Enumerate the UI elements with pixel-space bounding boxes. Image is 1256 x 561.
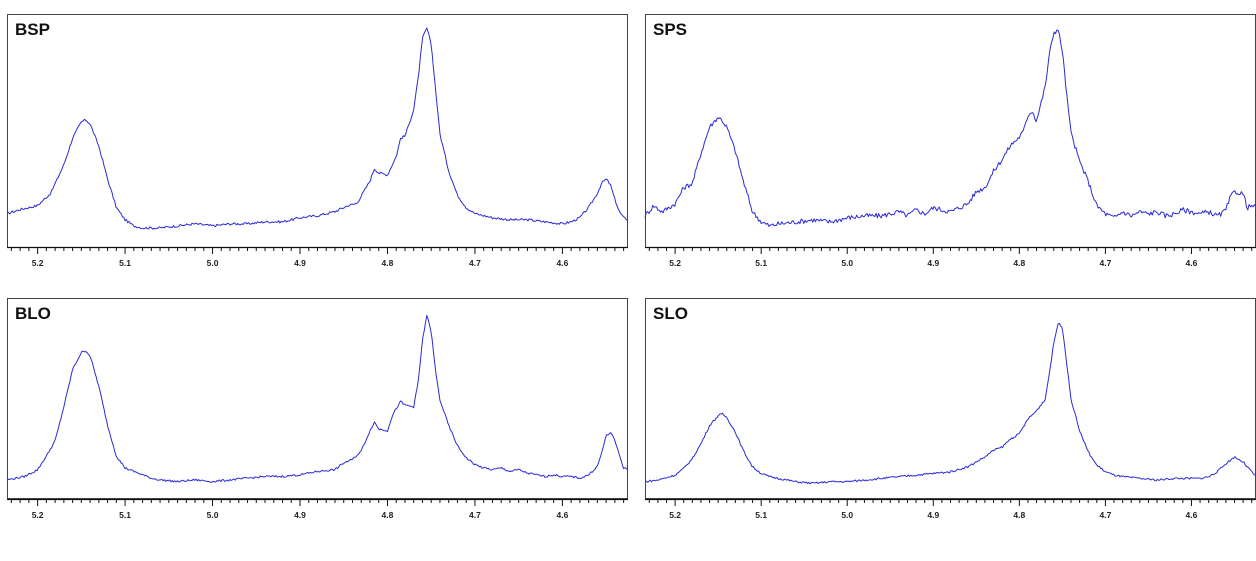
spectrum-line-bsp: [6, 27, 628, 230]
panel-label: BLO: [15, 304, 51, 323]
x-tick-label: 5.0: [841, 258, 853, 268]
x-tick-label: 5.1: [755, 258, 767, 268]
x-tick-label: 4.6: [556, 258, 568, 268]
x-tick-label: 5.2: [32, 258, 44, 268]
x-tick-label: 5.0: [207, 510, 219, 520]
x-tick-label: 4.9: [294, 258, 306, 268]
panel-label: SPS: [653, 20, 687, 39]
x-tick-label: 4.8: [382, 510, 394, 520]
x-tick-label: 4.9: [927, 258, 939, 268]
x-tick-label: 4.8: [382, 258, 394, 268]
panel-label: BSP: [15, 20, 50, 39]
x-tick-label: 4.6: [556, 510, 568, 520]
x-tick-label: 4.9: [927, 510, 939, 520]
x-tick-label: 4.7: [1099, 258, 1111, 268]
spectrum-line-sps: [644, 29, 1256, 227]
spectrum-line-blo: [6, 314, 628, 483]
x-tick-label: 4.6: [1186, 258, 1198, 268]
panel-frame: [7, 298, 628, 499]
x-tick-label: 4.7: [469, 258, 481, 268]
x-tick-label: 5.1: [755, 510, 767, 520]
spectrum-line-slo: [644, 322, 1256, 485]
x-tick-label: 4.9: [294, 510, 306, 520]
x-tick-label: 5.1: [119, 510, 131, 520]
panel-label: SLO: [653, 304, 688, 323]
x-tick-label: 5.0: [841, 510, 853, 520]
x-tick-label: 5.2: [32, 510, 44, 520]
x-tick-label: 5.0: [207, 258, 219, 268]
x-tick-label: 5.2: [669, 258, 681, 268]
x-tick-label: 5.1: [119, 258, 131, 268]
x-tick-label: 4.8: [1013, 510, 1025, 520]
spectrum-panel-bsp: BSP 5.2 5.1 5.0 4.9 4.8 4.7 4.6: [6, 14, 628, 268]
x-tick-label: 4.8: [1013, 258, 1025, 268]
x-tick-label: 4.7: [469, 510, 481, 520]
x-tick-label: 5.2: [669, 510, 681, 520]
x-tick-label: 4.6: [1186, 510, 1198, 520]
spectrum-panel-slo: SLO 5.2 5.1 5.0 4.9 4.8 4.7 4.6: [644, 298, 1256, 520]
spectrum-panel-blo: BLO 5.2 5.1 5.0 4.9 4.8 4.7 4.6: [6, 298, 628, 520]
x-tick-label: 4.7: [1099, 510, 1111, 520]
